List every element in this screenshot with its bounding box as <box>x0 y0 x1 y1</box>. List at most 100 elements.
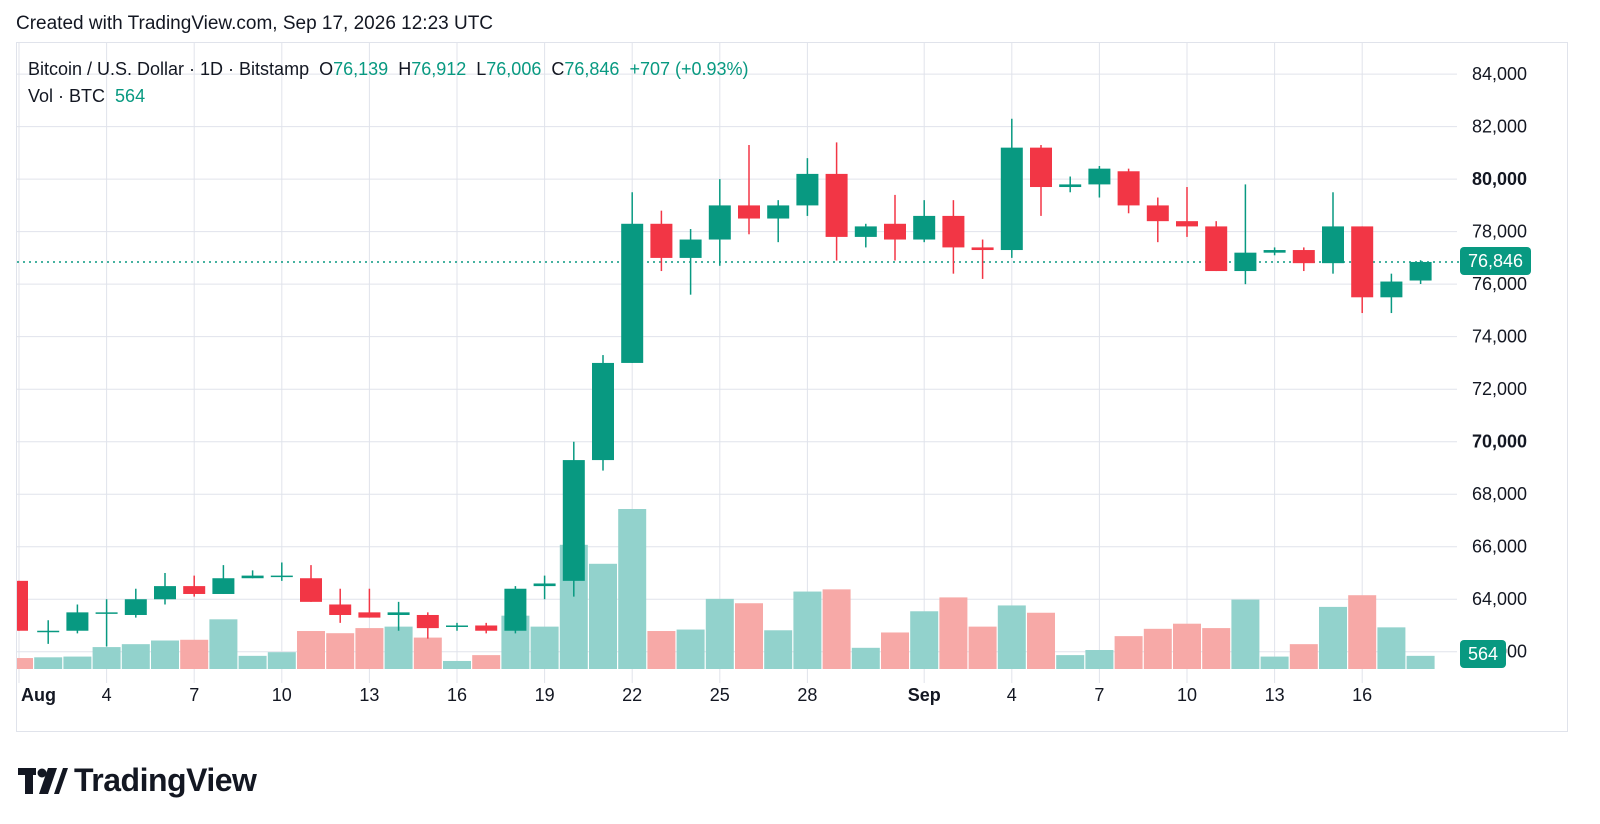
tradingview-logo[interactable]: TradingView <box>18 762 257 799</box>
volume-bar <box>589 563 617 669</box>
candle-body <box>17 580 28 631</box>
candle-body <box>533 583 556 587</box>
last-volume-tag: 564 <box>1460 640 1507 668</box>
tradingview-logo-icon <box>18 766 68 796</box>
volume-bar <box>326 633 355 669</box>
x-axis-tick-label: 7 <box>189 685 199 705</box>
candle-body <box>1000 147 1023 251</box>
candle-body <box>504 588 527 631</box>
candle-body <box>1409 261 1432 281</box>
volume-bar <box>443 660 471 669</box>
candle-body <box>416 614 439 629</box>
candle-body <box>971 247 994 251</box>
candle-body <box>1234 252 1257 272</box>
volume-bar <box>17 658 33 669</box>
candle-body <box>1263 250 1286 253</box>
x-axis-tick-label: 4 <box>1007 685 1017 705</box>
candle-body <box>95 612 118 614</box>
candle-body <box>562 460 585 581</box>
chart-frame[interactable]: 62,00064,00066,00068,00070,00072,00074,0… <box>16 42 1568 732</box>
candlestick-chart[interactable]: 62,00064,00066,00068,00070,00072,00074,0… <box>17 43 1569 733</box>
x-axis-tick-label: 22 <box>622 685 642 705</box>
y-axis-tick-label: 68,000 <box>1472 484 1527 504</box>
x-axis-tick-label: 10 <box>272 685 292 705</box>
volume-bar <box>413 637 442 669</box>
y-axis-tick-label: 84,000 <box>1472 64 1527 84</box>
legend-volume-label: Vol · BTC <box>28 86 106 106</box>
volume-bar <box>1143 628 1172 669</box>
candle-body <box>37 630 60 633</box>
x-axis-tick-label: 10 <box>1177 685 1197 705</box>
y-axis-tick-label: 76,000 <box>1472 274 1527 294</box>
chart-legend: Bitcoin / U.S. Dollar · 1D · Bitstamp O7… <box>28 56 749 110</box>
candle-body <box>270 575 293 578</box>
volume-bar <box>1406 655 1435 669</box>
volume-bar <box>735 603 763 669</box>
candle-body <box>942 215 965 248</box>
legend-symbol: Bitcoin / U.S. Dollar · 1D · Bitstamp <box>28 59 310 79</box>
y-axis-tick-label: 82,000 <box>1472 117 1527 137</box>
volume-bar <box>1056 655 1085 669</box>
candle-body <box>1322 226 1344 264</box>
candle-body <box>1059 184 1082 188</box>
volume-bar <box>151 640 179 669</box>
volume-bar <box>355 628 384 669</box>
candle-body <box>1117 171 1140 206</box>
volume-bar <box>793 591 822 669</box>
candle-body <box>300 578 322 602</box>
legend-close-label: C <box>551 59 565 79</box>
candle-body <box>241 575 264 579</box>
volume-bar <box>63 656 92 669</box>
x-axis-tick-label: 13 <box>359 685 379 705</box>
legend-ohlc-row: Bitcoin / U.S. Dollar · 1D · Bitstamp O7… <box>28 56 749 83</box>
candle-body <box>154 586 176 600</box>
volume-bar <box>764 630 793 669</box>
volume-bar <box>705 598 734 669</box>
y-axis-tick-label: 74,000 <box>1472 327 1527 347</box>
legend-volume-value: 564 <box>115 86 146 106</box>
legend-open-value: 76,139 <box>333 59 389 79</box>
x-axis-tick-label: Aug <box>21 685 56 705</box>
candle-body <box>446 625 468 627</box>
x-axis-tick-label: 16 <box>1352 685 1372 705</box>
candle-body <box>1205 226 1228 272</box>
volume-bar <box>618 509 647 669</box>
candle-body <box>1176 221 1198 227</box>
volume-bar <box>1114 636 1143 669</box>
volume-bar <box>910 611 939 669</box>
volume-bar <box>997 605 1026 669</box>
y-axis-tick-label: 80,000 <box>1472 169 1527 189</box>
legend-high-label: H <box>398 59 412 79</box>
volume-bar <box>1173 623 1201 669</box>
candle-body <box>650 223 673 258</box>
candle-body <box>767 205 790 219</box>
volume-bar <box>822 589 851 669</box>
volume-bar <box>968 626 997 669</box>
volume-bar <box>1377 627 1406 669</box>
candle-body <box>621 223 644 363</box>
volume-bar <box>939 597 968 669</box>
candle-body <box>124 599 147 615</box>
candle-body <box>1292 250 1315 264</box>
volume-bar <box>209 619 238 669</box>
volume-bar <box>1289 644 1318 669</box>
legend-high-value: 76,912 <box>411 59 467 79</box>
volume-bar <box>238 655 267 669</box>
candle-body <box>1351 226 1374 298</box>
legend-low-value: 76,006 <box>486 59 542 79</box>
candle-body <box>329 604 352 615</box>
volume-bar <box>1319 606 1347 669</box>
legend-close-value: 76,846 <box>564 59 620 79</box>
volume-bar <box>647 631 676 669</box>
volume-bar <box>1202 628 1231 669</box>
y-axis-tick-label: 72,000 <box>1472 379 1527 399</box>
x-axis-tick-label: 25 <box>710 685 730 705</box>
candle-body <box>825 173 848 237</box>
y-axis-tick-label: 70,000 <box>1472 432 1527 452</box>
volume-bar <box>881 632 909 669</box>
x-axis-tick-label: 13 <box>1265 685 1285 705</box>
candle-body <box>708 205 731 240</box>
candle-body <box>1146 205 1169 222</box>
x-axis-tick-label: 7 <box>1094 685 1104 705</box>
x-axis-tick-label: 4 <box>102 685 112 705</box>
